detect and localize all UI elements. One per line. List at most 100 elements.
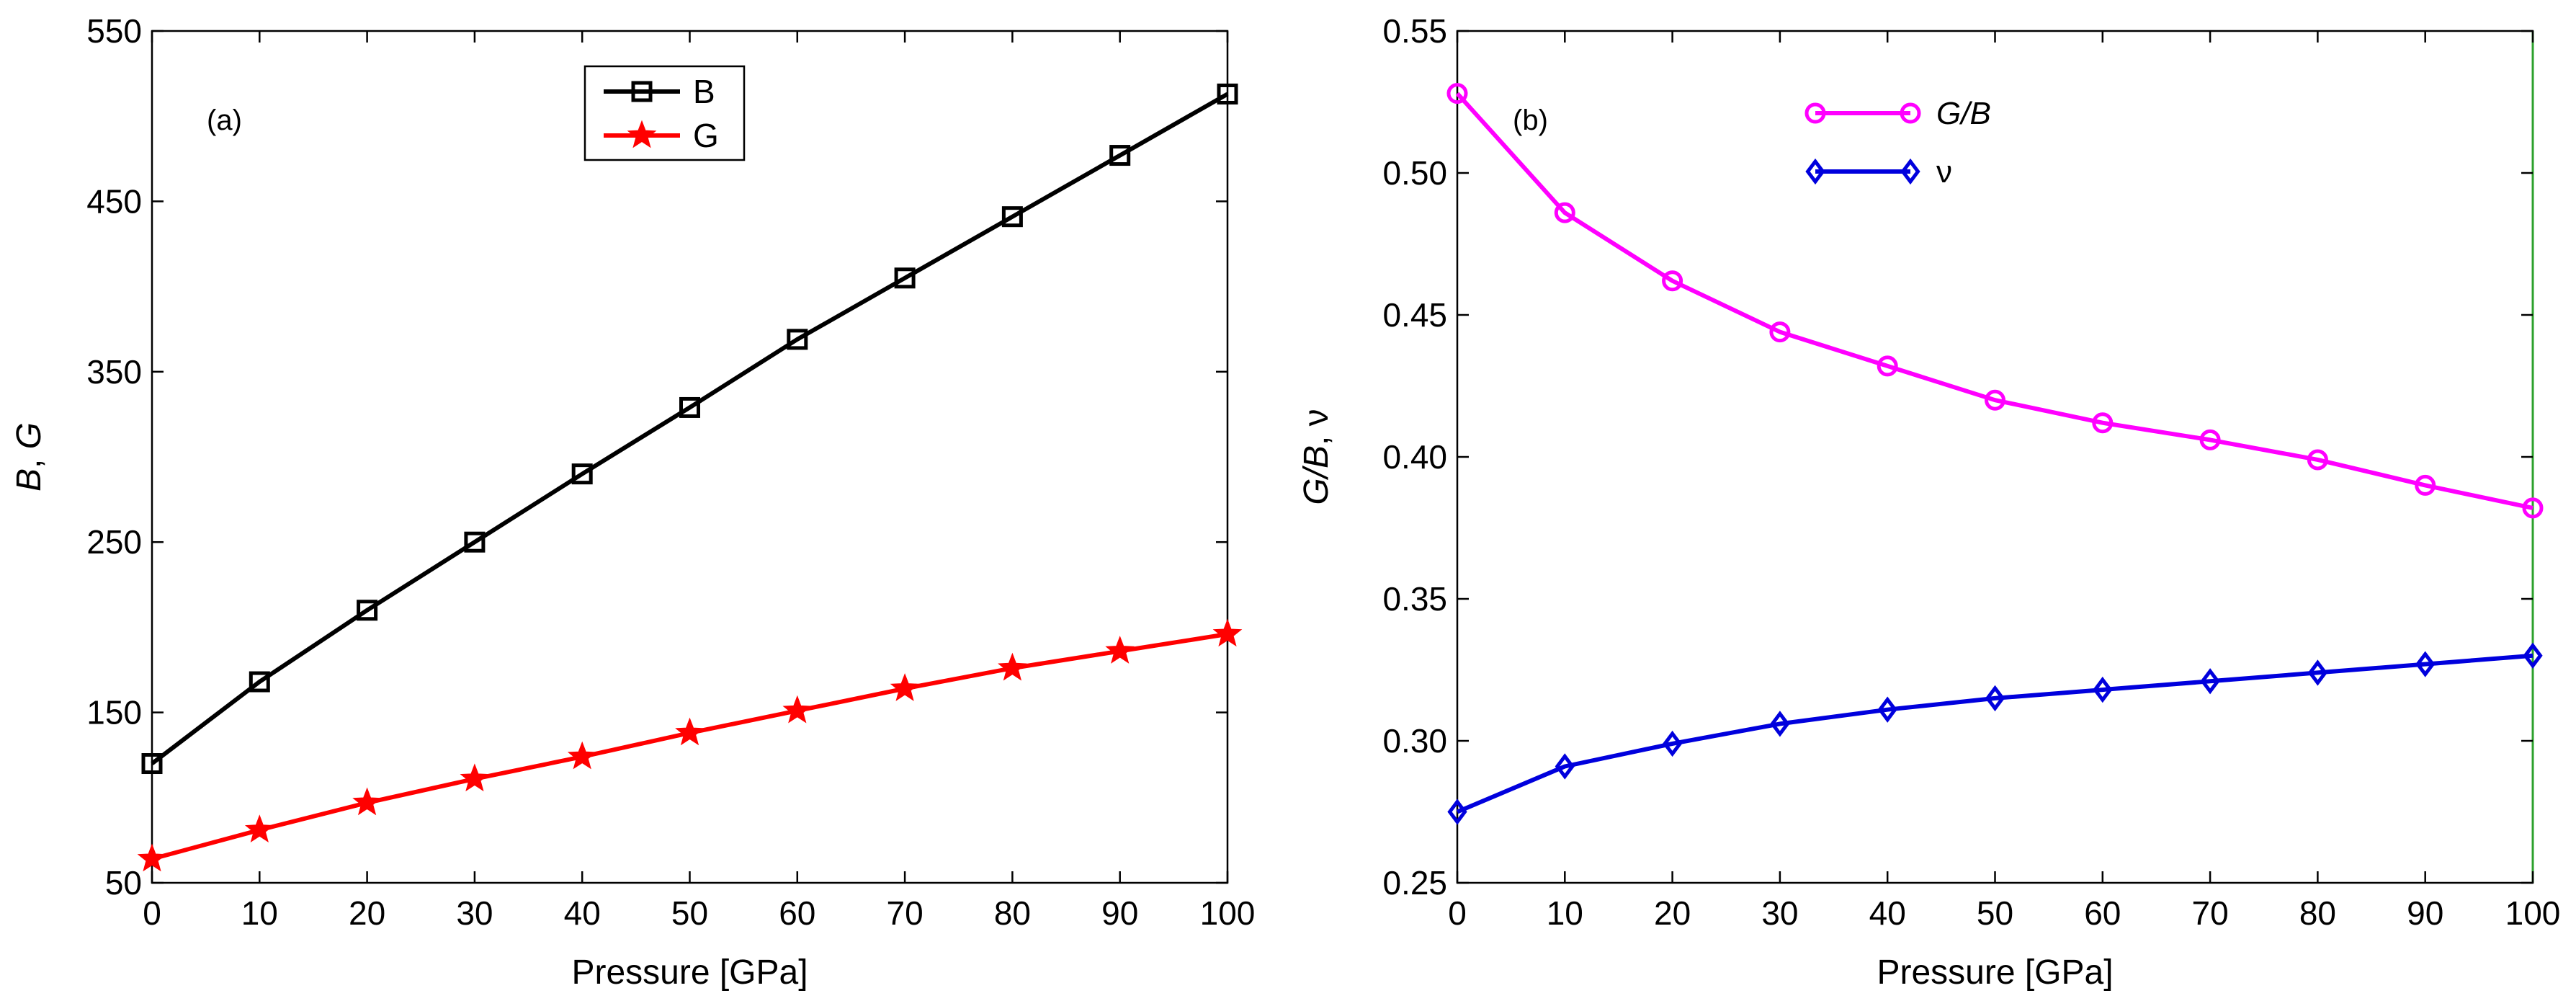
data-point — [352, 787, 382, 816]
data-point — [787, 329, 808, 350]
y-axis-label-part: G — [10, 422, 48, 449]
x-tick-label: 100 — [1200, 894, 1256, 932]
x-tick-label: 70 — [887, 894, 923, 932]
legend-label: ν — [1936, 154, 1952, 190]
legend-marker — [1804, 102, 1826, 124]
x-tick-label: 60 — [779, 894, 815, 932]
data-point — [1662, 730, 1683, 757]
x-tick-label: 60 — [2084, 894, 2121, 932]
x-tick-label: 90 — [2407, 894, 2443, 932]
series-ν — [1447, 642, 2543, 825]
y-tick-label: 0.55 — [1382, 12, 1447, 50]
data-point — [2307, 659, 2328, 686]
data-point — [1554, 202, 1575, 223]
y-axis-label-part: , — [1297, 426, 1336, 445]
panel-label: (b) — [1513, 104, 1548, 136]
series-G — [137, 618, 1243, 872]
x-tick-label: 30 — [456, 894, 493, 932]
y-tick-label: 550 — [86, 12, 142, 50]
data-point — [567, 741, 597, 770]
data-point — [137, 843, 167, 872]
data-point — [244, 814, 274, 843]
x-tick-label: 40 — [1869, 894, 1906, 932]
legend: G/B ν — [1804, 96, 1991, 190]
x-tick-label: 20 — [349, 894, 385, 932]
x-tick-label: 10 — [1547, 894, 1583, 932]
data-point — [679, 396, 700, 418]
data-point — [675, 717, 705, 746]
y-tick-label: 50 — [105, 864, 142, 902]
data-point — [998, 652, 1027, 681]
y-axis-label: B, G — [10, 422, 48, 491]
x-tick-label: 50 — [1977, 894, 2013, 932]
data-point — [1447, 798, 1467, 825]
y-axis-label-part: , — [10, 449, 48, 468]
data-point — [2199, 429, 2221, 450]
data-point — [1555, 753, 1575, 780]
data-point — [357, 600, 378, 621]
y-axis-label-part: B — [10, 468, 48, 491]
y-axis-label: G/B, ν — [1297, 409, 1336, 504]
data-point — [2200, 668, 2220, 695]
x-tick-label: 80 — [2299, 894, 2336, 932]
y-tick-label: 350 — [86, 353, 142, 391]
x-tick-label: 10 — [241, 894, 278, 932]
y-tick-label: 150 — [86, 694, 142, 731]
y-tick-label: 0.35 — [1382, 580, 1447, 618]
legend-label: B — [693, 73, 715, 110]
series-B — [141, 83, 1238, 775]
data-point — [2093, 676, 2113, 703]
legend-marker — [1805, 158, 1825, 185]
y-tick-label: 250 — [86, 523, 142, 561]
data-point — [1109, 145, 1131, 166]
plot-area — [1456, 30, 2534, 884]
data-point — [464, 531, 486, 553]
x-axis-label: Pressure [GPa] — [1877, 953, 2113, 992]
y-axis-label-part: ν — [1297, 409, 1336, 426]
data-point — [141, 753, 163, 775]
data-point — [571, 463, 593, 485]
x-tick-label: 90 — [1101, 894, 1138, 932]
data-point — [460, 763, 490, 792]
legend-marker — [627, 120, 657, 148]
data-point — [1985, 685, 2005, 712]
data-point — [1105, 636, 1135, 664]
series-line — [1455, 92, 2533, 510]
series-line — [1456, 653, 2533, 814]
x-tick-label: 0 — [1448, 894, 1467, 932]
x-tick-label: 50 — [671, 894, 708, 932]
x-tick-label: 100 — [2505, 894, 2561, 932]
series-line — [151, 92, 1229, 765]
data-point — [890, 673, 920, 701]
y-tick-label: 0.45 — [1382, 296, 1447, 334]
plot-area — [151, 30, 1229, 884]
x-tick-label: 40 — [564, 894, 601, 932]
data-point — [2415, 474, 2436, 496]
data-point — [2523, 642, 2543, 669]
x-axis-label: Pressure [GPa] — [571, 953, 808, 992]
x-tick-label: 70 — [2192, 894, 2229, 932]
data-point — [1877, 696, 1897, 723]
y-tick-label: 0.50 — [1382, 154, 1447, 192]
legend-marker — [631, 81, 653, 102]
data-point — [1212, 618, 1243, 647]
series-G/B — [1446, 83, 2544, 519]
data-point — [1001, 206, 1023, 228]
data-point — [249, 671, 270, 693]
data-point — [1446, 83, 1468, 104]
chart-panel-a: 0 10 20 30 40 50 60 70 80 90 100 50 150 250 350 450 550 P… — [10, 12, 1255, 992]
chart-panel-b: 0 10 20 30 40 50 60 70 80 90 100 0.25 0.30 0.35 0.40 0.… — [1297, 12, 2560, 992]
data-point — [1769, 321, 1791, 343]
data-point — [2522, 497, 2544, 519]
legend-marker — [1900, 158, 1920, 185]
panel-label: (a) — [207, 104, 242, 136]
legend-label: G/B — [1936, 96, 1991, 131]
data-point — [2307, 449, 2328, 471]
y-tick-label: 450 — [86, 182, 142, 220]
legend: BG — [583, 65, 746, 161]
legend-box — [583, 65, 746, 161]
data-point — [2092, 412, 2114, 434]
data-point — [894, 267, 916, 289]
legend-marker — [1900, 102, 1921, 124]
